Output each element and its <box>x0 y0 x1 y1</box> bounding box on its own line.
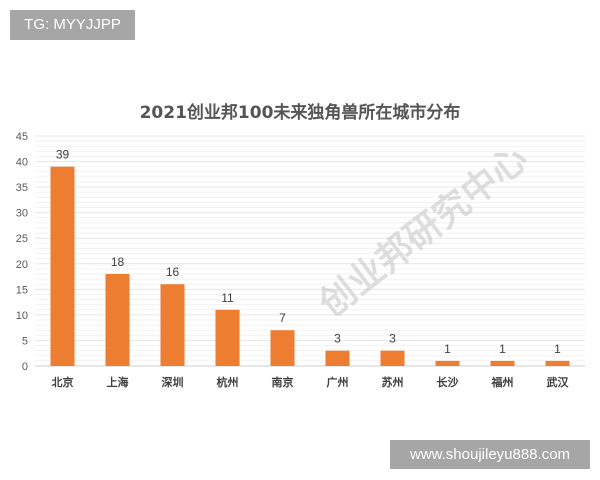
bar <box>380 350 405 366</box>
data-label: 16 <box>166 265 180 279</box>
y-tick-label: 30 <box>16 208 28 220</box>
x-tick-label: 上海 <box>107 375 129 389</box>
y-tick-label: 5 <box>22 335 28 347</box>
y-tick-label: 45 <box>16 131 28 143</box>
data-label: 11 <box>221 291 234 305</box>
bar <box>270 330 295 366</box>
x-tick-label: 武汉 <box>547 375 570 389</box>
data-label: 7 <box>279 311 286 325</box>
y-tick-label: 25 <box>16 233 28 245</box>
y-tick-label: 20 <box>16 259 28 271</box>
y-tick-label: 35 <box>16 182 28 194</box>
bar <box>50 166 75 366</box>
y-tick-label: 40 <box>16 157 28 169</box>
chart-title: 2021创业邦100未来独角兽所在城市分布 <box>139 103 461 123</box>
site-badge: www.shoujileyu888.com <box>390 440 590 469</box>
bar <box>545 360 570 366</box>
x-tick-label: 长沙 <box>437 375 459 389</box>
x-tick-label: 福州 <box>491 375 514 389</box>
y-tick-label: 10 <box>16 310 28 322</box>
tg-badge: TG: MYYJJPP <box>10 10 135 40</box>
data-label: 39 <box>56 148 70 162</box>
x-tick-label: 南京 <box>272 375 294 389</box>
data-label: 1 <box>499 342 506 356</box>
bar <box>490 360 515 366</box>
data-label: 18 <box>111 255 125 269</box>
bar <box>105 274 130 366</box>
data-label: 3 <box>334 332 341 346</box>
x-tick-label: 深圳 <box>162 375 184 389</box>
x-tick-label: 苏州 <box>382 375 404 389</box>
y-tick-label: 15 <box>16 284 28 296</box>
data-label: 3 <box>389 332 396 346</box>
x-tick-label: 北京 <box>52 375 74 389</box>
x-tick-label: 杭州 <box>217 375 239 389</box>
x-tick-label: 广州 <box>327 375 349 389</box>
bar <box>160 284 185 366</box>
data-label: 1 <box>554 342 561 356</box>
bar <box>435 360 460 366</box>
bar <box>325 350 350 366</box>
y-tick-label: 0 <box>22 361 28 373</box>
bar <box>215 309 240 366</box>
data-label: 1 <box>444 342 451 356</box>
